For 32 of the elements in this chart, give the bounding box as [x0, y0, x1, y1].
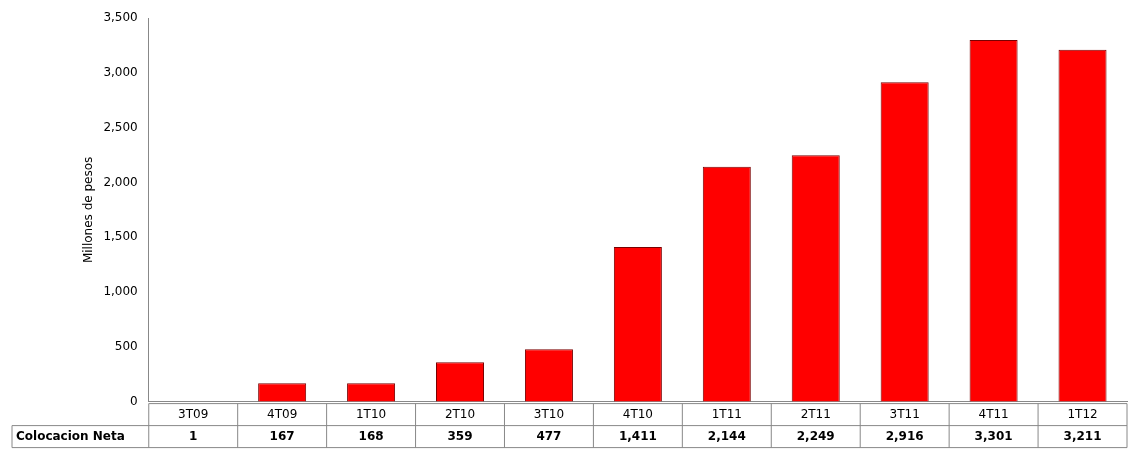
x-tick-label: 1T11: [711, 406, 742, 421]
data-label: 2,144: [707, 428, 746, 443]
y-tick-label: 1,500: [103, 229, 138, 244]
data-label: 3,301: [974, 428, 1013, 443]
data-label: 1,411: [618, 428, 657, 443]
data-label: 2,249: [796, 428, 835, 443]
data-label: 167: [269, 428, 295, 443]
y-tick-label: 3,000: [103, 65, 138, 80]
x-tick-label: 1T12: [1067, 406, 1098, 421]
data-label: 359: [447, 428, 473, 443]
y-tick-label: 0: [130, 393, 138, 408]
data-label: 1: [189, 428, 198, 443]
x-tick-label: 4T11: [978, 406, 1009, 421]
x-tick-label: 4T09: [267, 406, 298, 421]
x-tick-label: 3T11: [889, 406, 920, 421]
data-label: 2,916: [885, 428, 924, 443]
x-tick-label: 1T10: [355, 406, 387, 421]
data-label: 3,211: [1063, 428, 1102, 443]
x-tick-label: 3T10: [533, 406, 565, 421]
data-label: 168: [358, 428, 384, 443]
x-tick-label: 2T10: [444, 406, 476, 421]
x-tick-label: 2T11: [800, 406, 831, 421]
data-label: 477: [536, 428, 562, 443]
x-tick-label: 3T09: [178, 406, 209, 421]
x-tick-label: 4T10: [622, 406, 653, 421]
y-tick-label: 3,500: [103, 10, 138, 25]
y-tick-label: 2,500: [103, 119, 138, 134]
y-tick-label: 1,000: [103, 284, 138, 299]
text: Colocacion Neta: [16, 428, 125, 443]
y-tick-label: 2,000: [103, 174, 138, 189]
y-tick-label: 500: [114, 338, 138, 353]
y-axis-title: Millones de pesos: [81, 156, 96, 264]
